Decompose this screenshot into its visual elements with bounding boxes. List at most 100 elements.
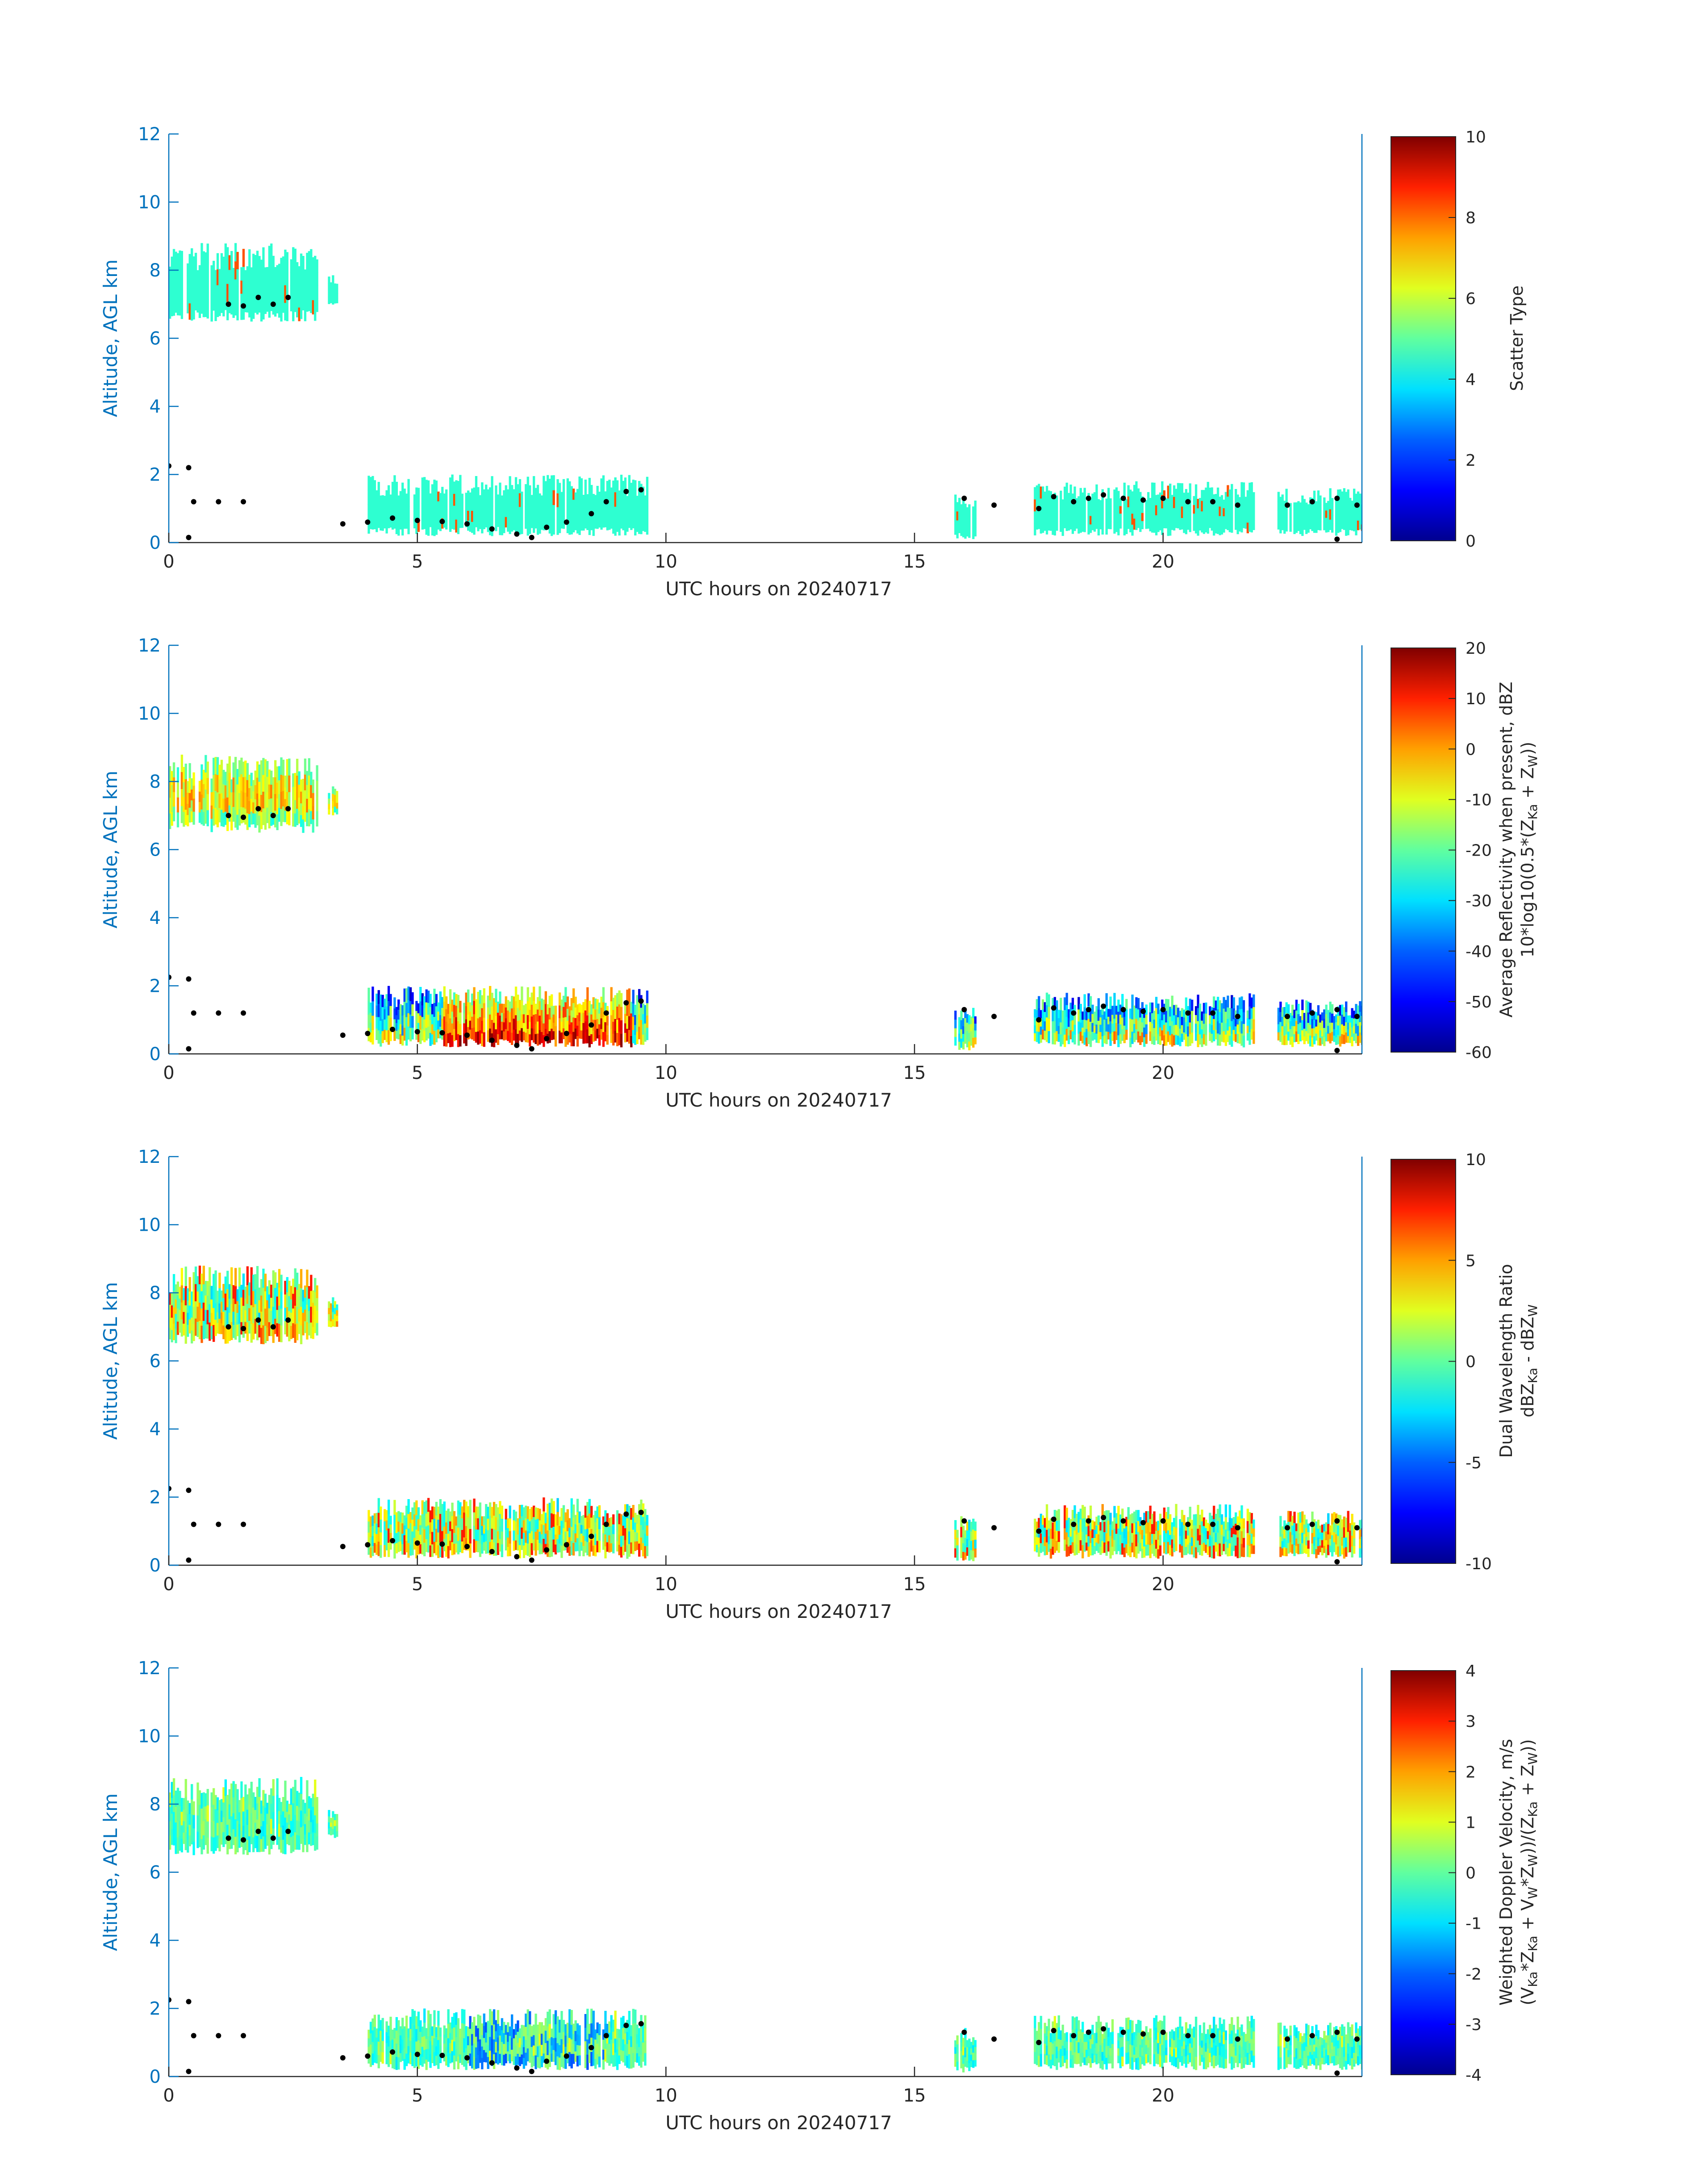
echo-cell [477,520,480,531]
echo-cell [1343,1007,1345,1017]
echo-cell [1183,502,1186,513]
echo-cell [276,798,279,815]
echo-cell [1131,1542,1134,1553]
echo-cell [1216,1009,1219,1022]
echo-cell [216,1822,219,1836]
echo-cell [636,514,639,523]
echo-cell [1303,1036,1306,1045]
echo-cell [1185,1538,1187,1547]
echo-cell [405,1529,408,1541]
echo-cell [1295,1020,1298,1032]
echo-cell [294,264,296,281]
echo-cell [415,1500,418,1515]
echo-cell [384,512,386,521]
boundary-mark [991,502,997,508]
echo-cell [260,760,263,778]
boundary-mark [216,1521,221,1527]
echo-cell [389,519,392,528]
boundary-mark [1140,497,1146,503]
echo-cell [1129,489,1132,501]
boundary-mark [514,531,520,537]
echo-cell [495,508,497,520]
echo-cell [1185,1522,1187,1531]
echo-cell [389,994,392,1006]
echo-cell [264,302,267,314]
echo-cell [1153,1028,1156,1036]
echo-cell [171,271,173,287]
echo-cell [1127,1507,1130,1520]
echo-cell [1103,1521,1106,1532]
echo-cell [1211,1537,1213,1548]
echo-cell [1220,1534,1224,1545]
echo-cell [180,754,183,772]
echo-cell [425,1500,428,1514]
echo-cell [455,506,458,520]
echo-cell [1315,501,1318,510]
echo-cell [1216,487,1219,500]
boundary-mark [340,1032,346,1038]
echo-cell [258,256,261,271]
boundary-mark [1160,495,1166,501]
echo-cell [369,1032,372,1043]
echo-cell [1223,508,1225,517]
echo-cell [387,1542,390,1557]
echo-cell [276,1811,279,1829]
echo-cell [300,1287,303,1307]
boundary-mark [285,295,291,300]
echo-cell [598,1024,601,1035]
echo-cell [1045,486,1048,498]
echo-cell [530,503,533,512]
echo-cell [626,1028,629,1042]
echo-cell [286,791,288,808]
echo-cell [624,1032,627,1043]
echo-cell [459,1539,462,1552]
boundary-mark [1285,1525,1290,1531]
echo-cell [521,1538,523,1550]
echo-cell [1307,1022,1310,1033]
echo-cell [1139,1035,1142,1045]
echo-cell [1189,1507,1191,1519]
echo-cell [395,481,398,495]
echo-cell [580,504,583,518]
echo-cell [171,301,173,317]
echo-cell [262,1836,265,1852]
echo-cell [1034,511,1036,524]
echo-cell [475,999,478,1011]
echo-cell [636,1007,639,1020]
echo-cell [457,1007,459,1021]
echo-cell [376,2037,378,2046]
echo-cell [582,1023,585,1033]
echo-cell [334,1314,336,1320]
echo-cell [956,511,959,521]
echo-cell [544,1003,547,1017]
echo-cell [417,520,420,532]
echo-cell [606,1523,609,1533]
echo-cell [389,511,392,520]
echo-cell [1169,1514,1172,1525]
echo-cell [1323,1524,1326,1532]
echo-cell [530,1016,533,1028]
echo-cell [334,794,336,801]
colorbar-label: 10*log10(0.5*(ZKa​ + ZW​)) [1518,742,1540,957]
echo-cell [960,1526,963,1538]
echo-cell [539,503,541,514]
echo-cell [1311,1511,1314,1523]
echo-cell [552,1539,555,1552]
echo-cell [1119,1014,1122,1024]
echo-cell [572,1017,575,1032]
echo-cell [376,2028,378,2038]
echo-cell [1163,500,1165,510]
echo-cell [246,1322,249,1341]
echo-cell [539,1520,541,1532]
echo-cell [1281,1548,1284,1556]
echo-cell [632,1505,635,1518]
colorbar-tick-label: -50 [1466,993,1492,1011]
echo-cell [1034,499,1036,512]
y-tick-label: 6 [150,840,161,861]
echo-cell [1179,483,1182,495]
echo-cell [250,308,253,322]
echo-cell [1309,1024,1312,1036]
echo-cell [1219,1000,1221,1012]
echo-cell [330,1309,332,1316]
echo-cell [1337,500,1340,512]
